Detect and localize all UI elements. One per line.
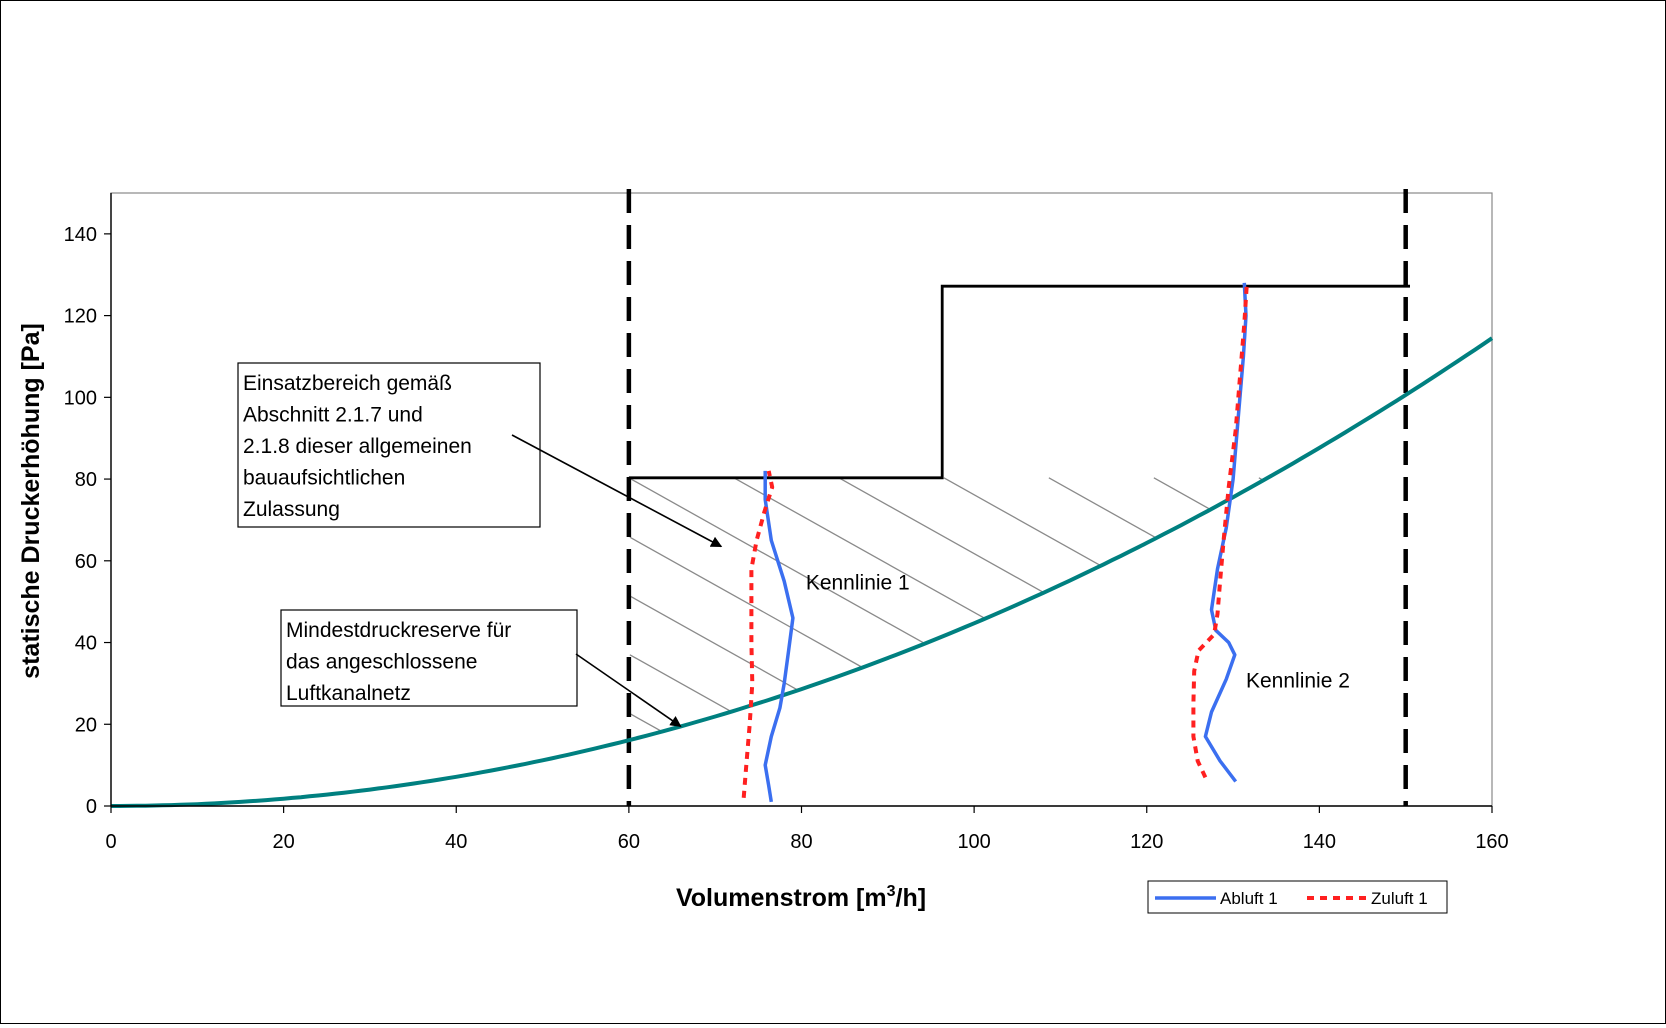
usage-boundary-line (628, 284, 1410, 480)
hatch-line-4-0 (1048, 477, 1156, 538)
kennlinie2-label: Kennlinie 2 (1246, 669, 1350, 692)
x-tick-label-160: 160 (1475, 831, 1508, 853)
y-tick-label-0: 0 (86, 796, 97, 818)
einsatzbereich-box (237, 362, 541, 528)
hatch-line--1-0 (629, 536, 863, 668)
mindestdruck-line-3: Luftkanalnetz (286, 682, 411, 705)
mindestdruck-line-1: Mindestdruckreserve für (286, 619, 511, 642)
mindestdruck-box (280, 609, 578, 707)
series-abluft-1-curve-2 (1203, 282, 1248, 783)
hatch-line-2-0 (838, 477, 1044, 593)
mindestdruck-arrow (575, 653, 682, 727)
y-tick-label-40: 40 (75, 633, 97, 655)
einsatzbereich-line-4: bauaufsichtlichen (243, 467, 405, 490)
x-tick-label-120: 120 (1130, 831, 1163, 853)
series-group (741, 282, 1249, 803)
hatch-line--2-0 (628, 594, 798, 691)
legend-label-zuluft: Zuluft 1 (1371, 889, 1428, 908)
x-tick-label-0: 0 (105, 831, 116, 853)
axes-group (104, 193, 1493, 813)
einsatzbereich-line-2: Abschnitt 2.1.7 und (243, 404, 423, 427)
reserve-curve-group (111, 336, 1494, 808)
kennlinie1-label: Kennlinie 1 (806, 571, 910, 594)
y-tick-label-140: 140 (64, 224, 97, 246)
hatch-line-3-0 (943, 477, 1101, 566)
hatch-line--4-0 (628, 712, 662, 732)
y-tick-label-100: 100 (64, 387, 97, 409)
x-tick-label-40: 40 (445, 831, 467, 853)
legend: Abluft 1 Zuluft 1 (1147, 880, 1448, 914)
y-tick-label-20: 20 (75, 714, 97, 736)
hatch-line-1-0 (733, 477, 985, 619)
y-tick-label-60: 60 (75, 551, 97, 573)
x-tick-label-140: 140 (1303, 831, 1336, 853)
reserve-curve (111, 336, 1494, 808)
x-tick-label-100: 100 (957, 831, 990, 853)
mindestdruck-line-2: das angeschlossene (286, 651, 477, 674)
x-tick-label-20: 20 (273, 831, 295, 853)
series-zuluft-1-curve-2 (1191, 282, 1249, 779)
einsatzbereich-line-5: Zulassung (243, 498, 340, 521)
einsatzbereich-line-3: 2.1.8 dieser allgemeinen (243, 435, 472, 458)
series-abluft-1-curve-1 (763, 470, 795, 803)
hatch-line-5-0 (1153, 477, 1211, 510)
legend-label-abluft: Abluft 1 (1220, 889, 1278, 908)
x-tick-label-60: 60 (618, 831, 640, 853)
y-tick-label-120: 120 (64, 306, 97, 328)
x-tick-label-80: 80 (790, 831, 812, 853)
series-zuluft-1-curve-1 (741, 470, 775, 798)
usage-area-hatching (628, 477, 1264, 732)
x-axis-title: Volumenstrom [m3/h] (676, 883, 926, 912)
usage-boundary (628, 284, 1410, 480)
einsatzbereich-arrow (511, 434, 723, 548)
x-tick-labels: 0 20 40 60 80 100 120 140 160 (105, 831, 1508, 853)
annotations-group: Einsatzbereich gemäß Abschnitt 2.1.7 und 2… (237, 362, 1350, 727)
y-tick-labels: 0 20 40 60 80 100 120 140 (64, 224, 97, 818)
y-axis-title: statische Druckerhöhung [Pa] (17, 323, 45, 679)
einsatzbereich-line-1: Einsatzbereich gemäß (243, 372, 452, 395)
y-tick-label-80: 80 (75, 469, 97, 491)
hatch-line--3-0 (629, 654, 731, 712)
